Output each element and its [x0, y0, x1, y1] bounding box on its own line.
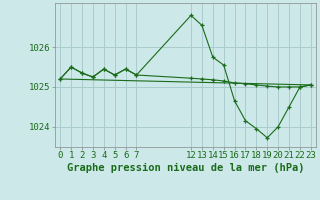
X-axis label: Graphe pression niveau de la mer (hPa): Graphe pression niveau de la mer (hPa): [67, 162, 304, 173]
